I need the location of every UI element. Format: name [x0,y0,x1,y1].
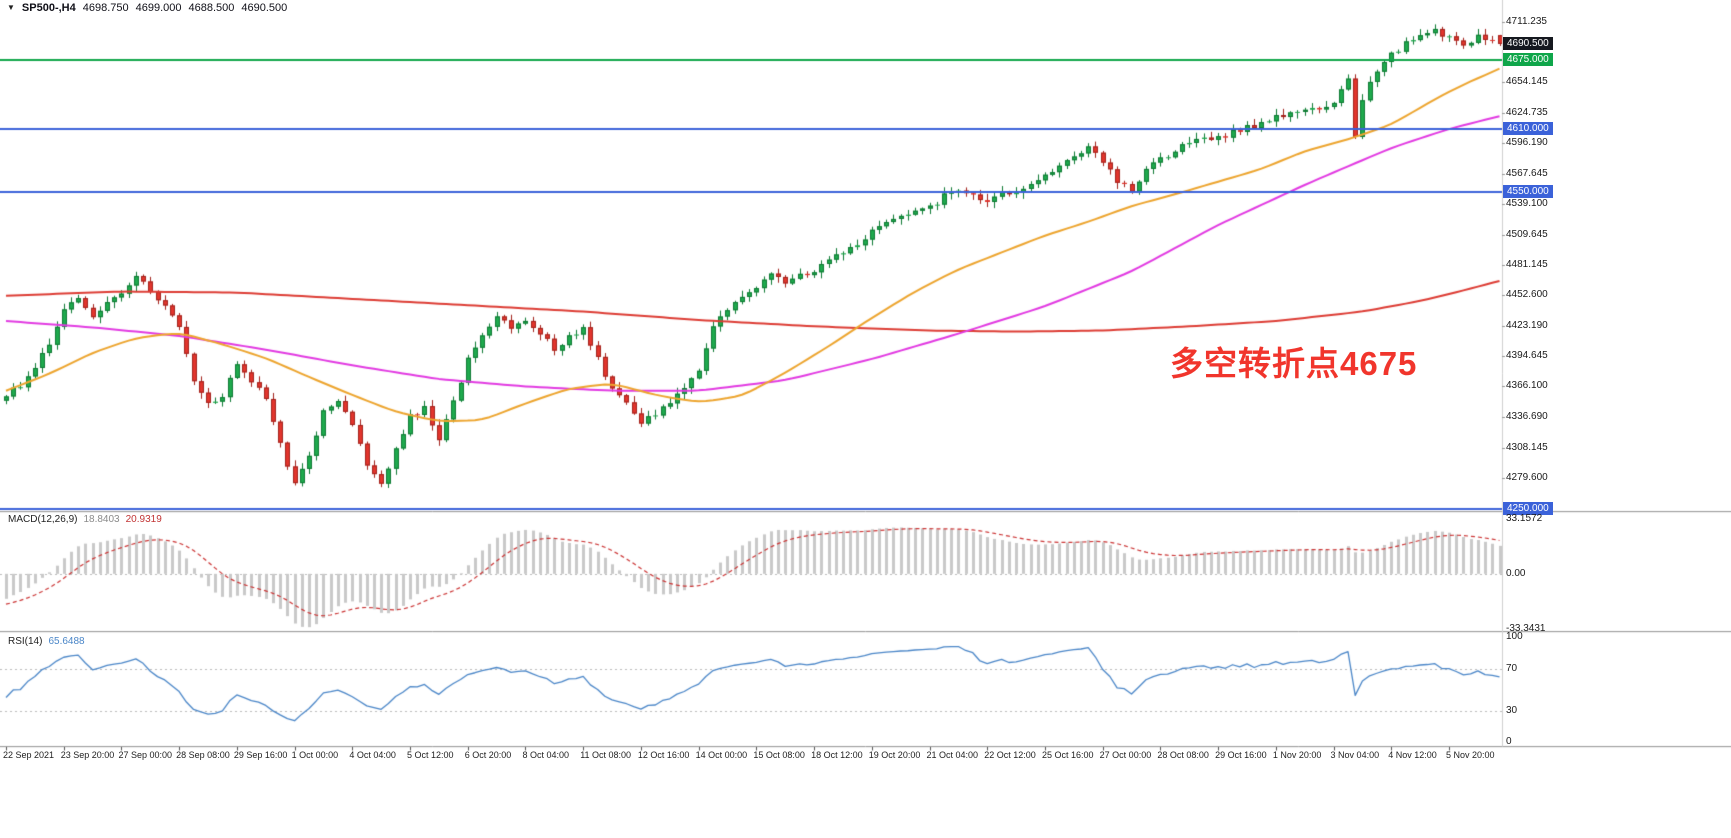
rsi-label: RSI(14) [8,636,43,647]
macd-indicator-header: MACD(12,26,9) 18.8403 20.9319 [8,514,162,525]
bar-close-value: 4690.500 [241,2,288,14]
rsi-value: 65.6488 [48,636,85,647]
macd-label: MACD(12,26,9) [8,514,78,525]
bar-low-value: 4688.500 [188,2,235,14]
macd-main-value: 18.8403 [83,514,120,525]
rsi-indicator-header: RSI(14) 65.6488 [8,636,85,647]
chart-annotation-text: 多空转折点4675 [1170,345,1418,382]
symbol-timeframe-label: SP500-,H4 [21,2,76,14]
bar-open-value: 4698.750 [82,2,129,14]
chart-header: ▼ SP500-,H4 4698.750 4699.000 4688.500 4… [7,2,287,14]
symbol-marker-icon: ▼ [7,2,15,12]
macd-signal-value: 20.9319 [125,514,162,525]
bar-high-value: 4699.000 [135,2,182,14]
